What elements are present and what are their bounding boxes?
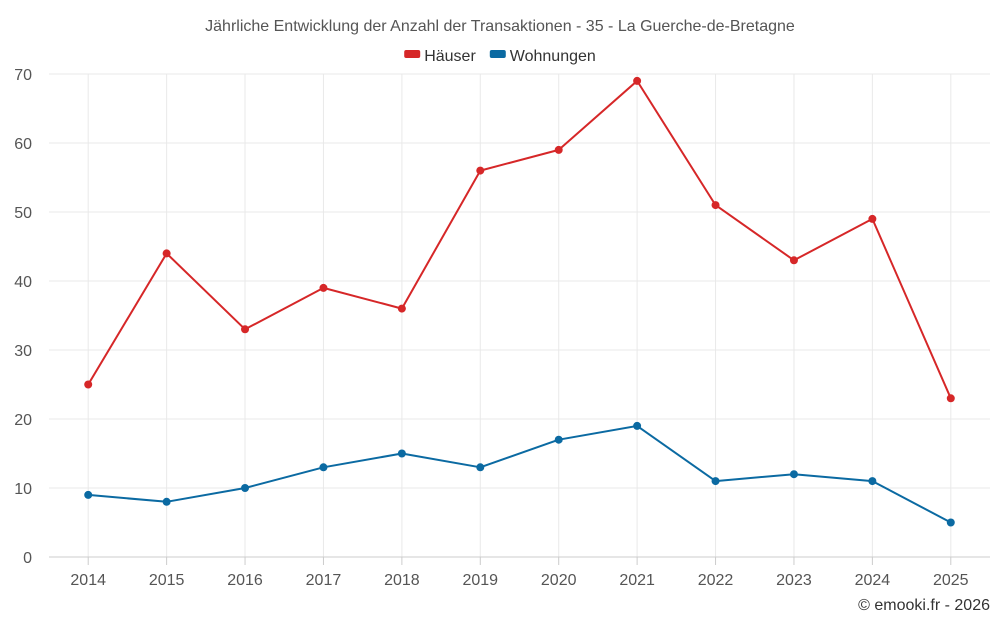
data-point-h-user	[162, 249, 171, 258]
x-tick-label: 2019	[462, 572, 498, 589]
data-point-wohnungen	[84, 490, 93, 499]
x-tick-label: 2023	[776, 572, 812, 589]
series-line-h-user	[87, 79, 952, 399]
data-point-wohnungen	[868, 477, 877, 486]
data-point-h-user	[84, 380, 93, 389]
data-point-wohnungen	[397, 449, 406, 458]
legend-swatch	[489, 50, 506, 58]
data-point-wohnungen	[476, 463, 485, 472]
data-point-h-user	[397, 304, 406, 313]
y-tick-label: 40	[14, 274, 32, 291]
data-point-wohnungen	[711, 477, 720, 486]
data-point-h-user	[789, 256, 798, 265]
data-point-h-user	[319, 283, 328, 292]
x-tick-label: 2018	[384, 572, 420, 589]
x-tick-label: 2017	[306, 572, 342, 589]
y-tick-label: 20	[14, 412, 32, 429]
data-point-h-user	[476, 166, 485, 175]
x-tick-label: 2014	[70, 572, 106, 589]
data-point-h-user	[946, 394, 955, 403]
x-tick-label: 2025	[933, 572, 969, 589]
y-tick-label: 30	[14, 343, 32, 360]
legend-label: Häuser	[424, 48, 476, 65]
data-point-wohnungen	[554, 435, 563, 444]
x-tick-label: 2021	[619, 572, 655, 589]
legend-label: Wohnungen	[510, 48, 596, 65]
data-point-h-user	[241, 325, 250, 334]
x-tick-label: 2015	[149, 572, 185, 589]
data-point-wohnungen	[946, 518, 955, 527]
chart-title: Jährliche Entwicklung der Anzahl der Tra…	[205, 18, 795, 35]
y-tick-label: 70	[14, 67, 32, 84]
x-tick-label: 2020	[541, 572, 577, 589]
x-tick-label: 2024	[855, 572, 891, 589]
x-tick-label: 2016	[227, 572, 263, 589]
legend: Häuser Wohnungen	[404, 48, 596, 65]
data-point-wohnungen	[241, 484, 250, 492]
data-point-h-user	[711, 201, 720, 210]
y-tick-label: 0	[23, 550, 32, 567]
series-layer	[84, 76, 955, 527]
x-tick-label: 2022	[698, 572, 734, 589]
grid-lines	[49, 73, 990, 557]
data-point-h-user	[554, 145, 563, 154]
axes: 0 10 20 30 40 50 60 70 2014 2015 2016 2017 2018 2019 2…	[14, 67, 990, 589]
legend-item: Wohnungen	[489, 48, 596, 65]
data-point-wohnungen	[319, 463, 328, 472]
credit-text: © emooki.fr - 2026	[858, 597, 990, 614]
data-point-wohnungen	[789, 470, 798, 479]
legend-swatch	[404, 50, 421, 58]
legend-item: Häuser	[404, 48, 476, 65]
series-line-wohnungen	[88, 424, 952, 524]
data-point-wohnungen	[633, 421, 642, 430]
y-tick-label: 50	[14, 205, 32, 222]
y-tick-label: 10	[14, 481, 32, 498]
data-point-h-user	[868, 214, 877, 223]
y-tick-label: 60	[14, 136, 32, 153]
data-point-h-user	[633, 76, 642, 85]
data-point-wohnungen	[162, 497, 171, 506]
